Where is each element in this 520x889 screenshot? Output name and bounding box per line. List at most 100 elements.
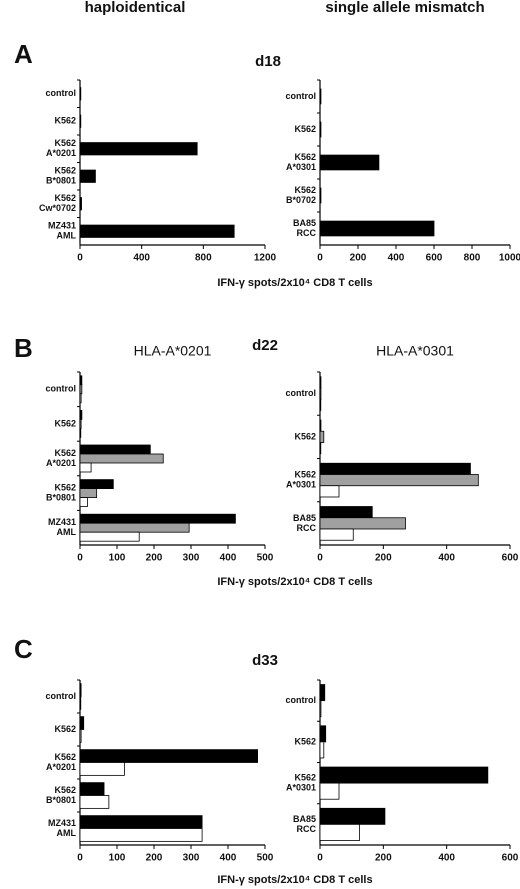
bar bbox=[319, 462, 471, 475]
category-label: B*0801 bbox=[46, 795, 76, 805]
bar bbox=[79, 522, 190, 533]
bar bbox=[79, 828, 203, 842]
bar bbox=[79, 384, 83, 395]
bar bbox=[79, 462, 92, 473]
x-tick-label: 1000 bbox=[499, 253, 520, 264]
x-tick-label: 600 bbox=[502, 853, 519, 864]
bar bbox=[319, 387, 322, 400]
day-label: d18 bbox=[255, 53, 281, 70]
panel-label: A bbox=[14, 39, 33, 69]
category-label: RCC bbox=[297, 228, 317, 238]
x-axis-label: IFN-γ spots/2x10⁴ CD8 T cells bbox=[217, 277, 372, 289]
bar bbox=[79, 114, 82, 128]
x-tick-label: 0 bbox=[317, 553, 323, 564]
bar bbox=[79, 782, 105, 796]
category-label: A*0301 bbox=[286, 783, 316, 793]
category-label: A*0201 bbox=[46, 762, 76, 772]
category-label: K562 bbox=[294, 773, 316, 783]
category-label: RCC bbox=[297, 523, 317, 533]
bar bbox=[319, 376, 322, 389]
category-label: K562 bbox=[54, 418, 76, 428]
x-tick-label: 400 bbox=[133, 253, 150, 264]
bar bbox=[319, 154, 380, 171]
category-label: K562 bbox=[54, 752, 76, 762]
category-label: BA85 bbox=[293, 513, 316, 523]
category-label: control bbox=[286, 91, 317, 101]
bar bbox=[79, 795, 110, 809]
category-label: K562 bbox=[54, 193, 76, 203]
category-label: control bbox=[46, 384, 77, 394]
bar bbox=[79, 375, 83, 386]
category-label: MZ431 bbox=[48, 221, 76, 231]
column-header: haploidentical bbox=[85, 0, 186, 16]
bar bbox=[319, 474, 479, 487]
bar bbox=[319, 741, 325, 759]
bar bbox=[79, 453, 164, 464]
bar bbox=[79, 393, 82, 404]
category-label: AML bbox=[57, 527, 77, 537]
bar bbox=[319, 700, 322, 718]
x-tick-label: 400 bbox=[388, 253, 405, 264]
category-label: A*0301 bbox=[286, 162, 316, 172]
x-tick-label: 200 bbox=[146, 853, 163, 864]
bar bbox=[319, 88, 322, 105]
category-label: K562 bbox=[54, 116, 76, 126]
bar bbox=[79, 762, 125, 776]
bar bbox=[79, 749, 259, 763]
category-label: K562 bbox=[54, 724, 76, 734]
category-label: K562 bbox=[54, 166, 76, 176]
bar bbox=[79, 224, 235, 238]
category-label: Cw*0702 bbox=[39, 203, 76, 213]
x-axis-label: IFN-γ spots/2x10⁴ CD8 T cells bbox=[217, 576, 372, 588]
category-label: AML bbox=[57, 231, 77, 241]
bar bbox=[319, 528, 354, 541]
x-tick-label: 500 bbox=[257, 553, 274, 564]
bar bbox=[79, 410, 83, 420]
x-tick-label: 300 bbox=[183, 853, 200, 864]
x-tick-label: 600 bbox=[502, 553, 519, 564]
x-tick-label: 400 bbox=[438, 853, 455, 864]
category-label: MZ431 bbox=[48, 818, 76, 828]
bar bbox=[319, 517, 406, 530]
category-label: K562 bbox=[294, 431, 316, 441]
bar bbox=[319, 485, 340, 498]
bar bbox=[79, 729, 82, 743]
bar bbox=[319, 725, 327, 743]
bar bbox=[79, 427, 82, 438]
category-label: A*0301 bbox=[286, 480, 316, 490]
bar bbox=[319, 121, 322, 138]
category-label: A*0201 bbox=[46, 148, 76, 158]
bar bbox=[319, 823, 360, 841]
category-label: BA85 bbox=[293, 218, 316, 228]
x-tick-label: 200 bbox=[375, 853, 392, 864]
category-label: control bbox=[46, 88, 77, 98]
x-tick-label: 0 bbox=[77, 853, 83, 864]
category-label: MZ431 bbox=[48, 517, 76, 527]
category-label: K562 bbox=[294, 152, 316, 162]
bar bbox=[79, 497, 88, 507]
category-label: K562 bbox=[54, 448, 76, 458]
category-label: control bbox=[286, 695, 317, 705]
bar bbox=[319, 684, 326, 702]
x-tick-label: 0 bbox=[317, 853, 323, 864]
bar bbox=[79, 696, 82, 710]
bar bbox=[79, 488, 98, 498]
bar bbox=[79, 716, 85, 730]
x-tick-label: 200 bbox=[375, 553, 392, 564]
bar bbox=[79, 815, 203, 829]
bar bbox=[79, 444, 151, 455]
x-tick-label: 100 bbox=[109, 553, 126, 564]
bar bbox=[79, 479, 114, 490]
bar bbox=[79, 683, 82, 697]
x-tick-label: 0 bbox=[77, 553, 83, 564]
category-label: K562 bbox=[294, 124, 316, 134]
bar bbox=[79, 419, 82, 429]
x-tick-label: 100 bbox=[109, 853, 126, 864]
chart-title: HLA-A*0201 bbox=[134, 343, 212, 359]
column-header: single allele mismatch bbox=[325, 0, 484, 16]
day-label: d33 bbox=[252, 652, 278, 669]
category-label: K562 bbox=[54, 482, 76, 492]
day-label: d22 bbox=[252, 337, 278, 354]
x-tick-label: 400 bbox=[438, 553, 455, 564]
